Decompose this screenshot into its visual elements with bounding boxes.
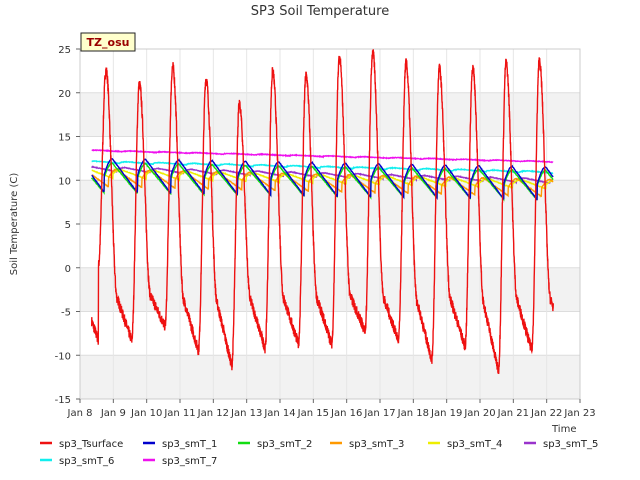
chart-title: SP3 Soil Temperature [251, 4, 389, 19]
series-line-sp3-tsurface [91, 49, 554, 374]
legend-label-sp3-smt-7: sp3_smT_7 [162, 456, 217, 467]
legend-label-sp3-smt-1: sp3_smT_1 [162, 439, 217, 450]
x-tick-label: Jan 21 [497, 408, 529, 419]
x-tick-label: Jan 11 [163, 408, 195, 419]
x-tick-label: Jan 16 [330, 408, 362, 419]
band [80, 267, 580, 312]
plot-bands [80, 49, 580, 399]
y-tick-label: 25 [58, 45, 71, 56]
y-tick-label: 20 [58, 89, 71, 100]
y-axis-label: Soil Temperature (C) [9, 173, 20, 276]
data-lines [91, 49, 554, 374]
legend-label-sp3-smt-3: sp3_smT_3 [349, 439, 404, 450]
y-axis-ticks: -15 -10 -5 0 5 10 15 20 25 [55, 45, 80, 406]
band [80, 92, 580, 137]
x-tick-label: Jan 18 [397, 408, 429, 419]
x-tick-label: Jan 12 [197, 408, 229, 419]
y-tick-label: 15 [58, 133, 71, 144]
y-tick-label: -10 [55, 351, 71, 362]
band [80, 355, 580, 399]
band [80, 49, 580, 93]
annotation-label: TZ_osu [87, 36, 130, 49]
band [80, 224, 580, 268]
legend-label-sp3-smt-6: sp3_smT_6 [59, 456, 114, 467]
legend-label-sp3-tsurface: sp3_Tsurface [59, 439, 123, 450]
x-tick-label: Jan 20 [463, 408, 495, 419]
legend-label-sp3-smt-5: sp3_smT_5 [543, 439, 598, 450]
annotation-box: TZ_osu [80, 32, 136, 52]
x-tick-label: Jan 15 [297, 408, 329, 419]
y-tick-label: 10 [58, 176, 71, 187]
legend-label-sp3-smt-4: sp3_smT_4 [447, 439, 502, 450]
y-tick-label: 0 [65, 264, 71, 275]
x-tick-label: Jan 22 [530, 408, 562, 419]
x-tick-label: Jan 9 [100, 408, 126, 419]
x-tick-label: Jan 10 [130, 408, 162, 419]
legend-label-sp3-smt-2: sp3_smT_2 [257, 439, 312, 450]
y-tick-label: -5 [61, 308, 71, 319]
y-tick-label: 5 [65, 220, 71, 231]
annotation-box-bg [80, 32, 136, 52]
y-tick-label: -15 [55, 395, 71, 406]
series-line-sp3-smt-7 [91, 148, 554, 164]
x-tick-label: Jan 13 [230, 408, 262, 419]
chart-legend: sp3_Tsurface sp3_smT_1 sp3_smT_2 sp3_smT_3 s… [40, 439, 598, 467]
x-axis-label: Time [551, 424, 576, 435]
x-tick-label: Jan 23 [563, 408, 595, 419]
x-tick-label: Jan 14 [263, 408, 295, 419]
x-tick-label: Jan 19 [430, 408, 462, 419]
x-tick-label: Jan 8 [67, 408, 93, 419]
x-axis-ticks: Jan 8 Jan 9 Jan 10 Jan 11 Jan 12 Jan 13 Jan 14… [67, 399, 596, 419]
x-tick-label: Jan 17 [363, 408, 395, 419]
